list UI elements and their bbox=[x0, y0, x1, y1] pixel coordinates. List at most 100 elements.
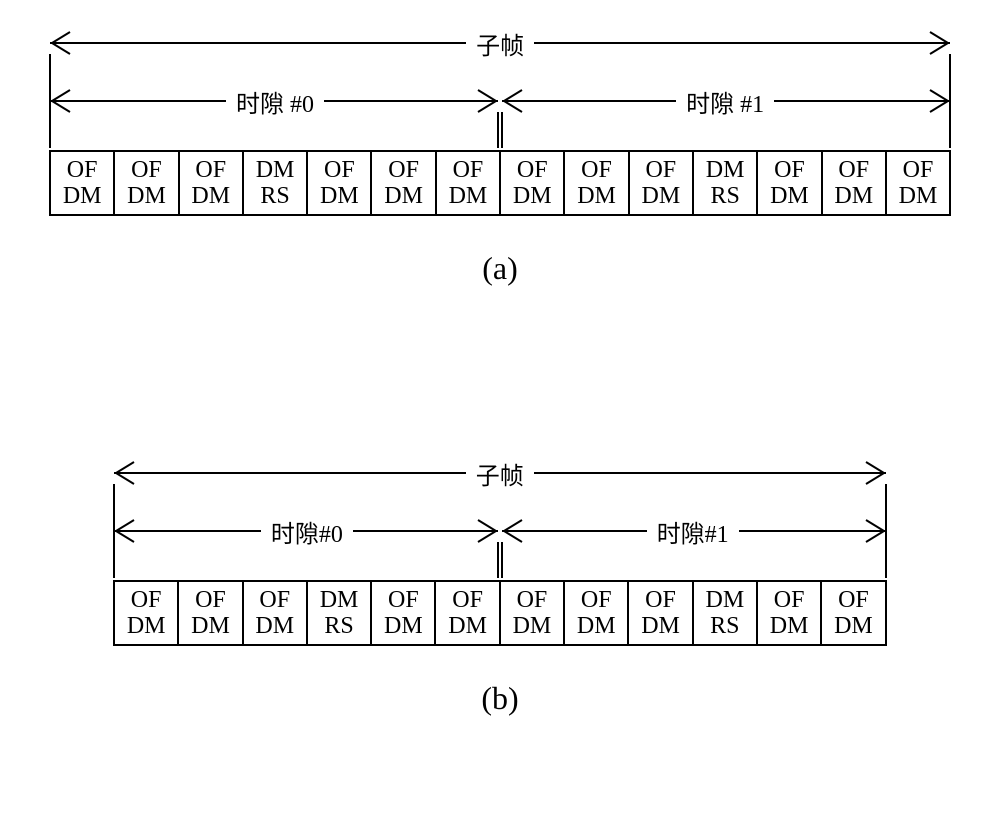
cell-line1: OF bbox=[131, 157, 162, 183]
bracket-tick-left bbox=[501, 112, 503, 148]
cell-line1: OF bbox=[131, 587, 162, 613]
cell-ofdm: OFDM bbox=[629, 582, 693, 644]
cell-line2: RS bbox=[710, 183, 739, 209]
cell-ofdm: OFDM bbox=[436, 582, 500, 644]
cell-line1: OF bbox=[581, 157, 612, 183]
cell-ofdm: OFDM bbox=[501, 582, 565, 644]
cell-ofdm: OFDM bbox=[758, 582, 822, 644]
cell-line2: DM bbox=[384, 613, 423, 639]
cell-line2: DM bbox=[770, 613, 809, 639]
cell-line1: DM bbox=[705, 587, 744, 613]
bracket-slot1: 时隙#1 bbox=[500, 508, 886, 554]
cell-line2: DM bbox=[63, 183, 102, 209]
cell-ofdm: OFDM bbox=[822, 582, 886, 644]
cell-line1: OF bbox=[645, 157, 676, 183]
bracket-tick-right bbox=[497, 112, 499, 148]
cell-ofdm: OFDM bbox=[758, 152, 822, 214]
cell-line2: DM bbox=[577, 613, 616, 639]
bracket-subframe: 子帧 bbox=[50, 20, 950, 66]
cell-line2: DM bbox=[641, 183, 680, 209]
cell-line1: OF bbox=[774, 157, 805, 183]
bracket-tick-left bbox=[501, 542, 503, 578]
cell-ofdm: OFDM bbox=[115, 582, 179, 644]
cell-ofdm: OFDM bbox=[51, 152, 115, 214]
bracket-tick-right bbox=[885, 542, 887, 578]
cell-line1: OF bbox=[517, 157, 548, 183]
figure-b-cells-wrap: OFDMOFDMOFDMDMRSOFDMOFDMOFDMOFDMOFDMDMRS… bbox=[113, 580, 887, 646]
cell-ofdm: OFDM bbox=[823, 152, 887, 214]
cell-line2: DM bbox=[448, 613, 487, 639]
cell-ofdm: OFDM bbox=[180, 152, 244, 214]
bracket-slot0: 时隙 #0 bbox=[50, 78, 500, 124]
cell-line2: DM bbox=[449, 183, 488, 209]
figure-b-cells: OFDMOFDMOFDMDMRSOFDMOFDMOFDMOFDMOFDMDMRS… bbox=[113, 580, 887, 646]
arrow-right-icon bbox=[928, 88, 952, 114]
cell-ofdm: OFDM bbox=[437, 152, 501, 214]
bracket-slot0: 时隙#0 bbox=[114, 508, 500, 554]
figure-a-label: (a) bbox=[0, 250, 1000, 287]
arrow-left-icon bbox=[500, 88, 524, 114]
cell-line1: DM bbox=[320, 587, 359, 613]
arrow-right-icon bbox=[928, 30, 952, 56]
cell-ofdm: OFDM bbox=[372, 152, 436, 214]
cell-line1: OF bbox=[838, 587, 869, 613]
page: 子帧时隙 #0时隙 #1 OFDMOFDMOFDMDMRSOFDMOFDMOFD… bbox=[0, 0, 1000, 827]
cell-line1: OF bbox=[581, 587, 612, 613]
cell-line1: DM bbox=[256, 157, 295, 183]
cell-ofdm: OFDM bbox=[565, 152, 629, 214]
cell-line1: OF bbox=[388, 157, 419, 183]
cell-line2: DM bbox=[834, 183, 873, 209]
arrow-left-icon bbox=[500, 518, 524, 544]
cell-line2: DM bbox=[191, 183, 230, 209]
bracket-label: 时隙 #0 bbox=[226, 84, 324, 119]
bracket-label: 时隙#1 bbox=[647, 514, 739, 549]
figure-a-cells-wrap: OFDMOFDMOFDMDMRSOFDMOFDMOFDMOFDMOFDMOFDM… bbox=[49, 150, 951, 216]
cell-line2: DM bbox=[320, 183, 359, 209]
cell-line2: DM bbox=[127, 613, 166, 639]
cell-line2: DM bbox=[191, 613, 230, 639]
cell-ofdm: OFDM bbox=[244, 582, 308, 644]
cell-line2: DM bbox=[127, 183, 166, 209]
figure-b-label: (b) bbox=[0, 680, 1000, 717]
cell-dmrs: DMRS bbox=[244, 152, 308, 214]
arrow-left-icon bbox=[48, 30, 72, 56]
cell-line1: OF bbox=[903, 157, 934, 183]
cell-line2: DM bbox=[384, 183, 423, 209]
arrow-left-icon bbox=[112, 518, 136, 544]
bracket-slot1: 时隙 #1 bbox=[500, 78, 950, 124]
bracket-label: 子帧 bbox=[466, 26, 534, 61]
arrow-right-icon bbox=[476, 88, 500, 114]
arrow-right-icon bbox=[864, 518, 888, 544]
bracket-tick-left bbox=[49, 112, 51, 148]
cell-line1: OF bbox=[67, 157, 98, 183]
bracket-tick-right bbox=[949, 112, 951, 148]
cell-line2: DM bbox=[641, 613, 680, 639]
cell-dmrs: DMRS bbox=[694, 152, 758, 214]
cell-line2: RS bbox=[710, 613, 739, 639]
bracket-label: 时隙#0 bbox=[261, 514, 353, 549]
cell-line1: OF bbox=[195, 587, 226, 613]
cell-ofdm: OFDM bbox=[887, 152, 951, 214]
bracket-subframe: 子帧 bbox=[114, 450, 886, 496]
cell-line2: RS bbox=[324, 613, 353, 639]
cell-line1: OF bbox=[195, 157, 226, 183]
cell-line1: OF bbox=[838, 157, 869, 183]
bracket-label: 子帧 bbox=[466, 456, 534, 491]
cell-ofdm: OFDM bbox=[115, 152, 179, 214]
cell-line1: DM bbox=[706, 157, 745, 183]
cell-ofdm: OFDM bbox=[179, 582, 243, 644]
bracket-tick-left bbox=[113, 542, 115, 578]
cell-ofdm: OFDM bbox=[565, 582, 629, 644]
arrow-right-icon bbox=[476, 518, 500, 544]
arrow-left-icon bbox=[48, 88, 72, 114]
cell-dmrs: DMRS bbox=[694, 582, 758, 644]
cell-ofdm: OFDM bbox=[630, 152, 694, 214]
cell-line1: OF bbox=[388, 587, 419, 613]
cell-ofdm: OFDM bbox=[501, 152, 565, 214]
cell-line1: OF bbox=[452, 587, 483, 613]
cell-line2: DM bbox=[899, 183, 938, 209]
figure-a-cells: OFDMOFDMOFDMDMRSOFDMOFDMOFDMOFDMOFDMOFDM… bbox=[49, 150, 951, 216]
cell-line2: DM bbox=[255, 613, 294, 639]
arrow-left-icon bbox=[112, 460, 136, 486]
cell-dmrs: DMRS bbox=[308, 582, 372, 644]
